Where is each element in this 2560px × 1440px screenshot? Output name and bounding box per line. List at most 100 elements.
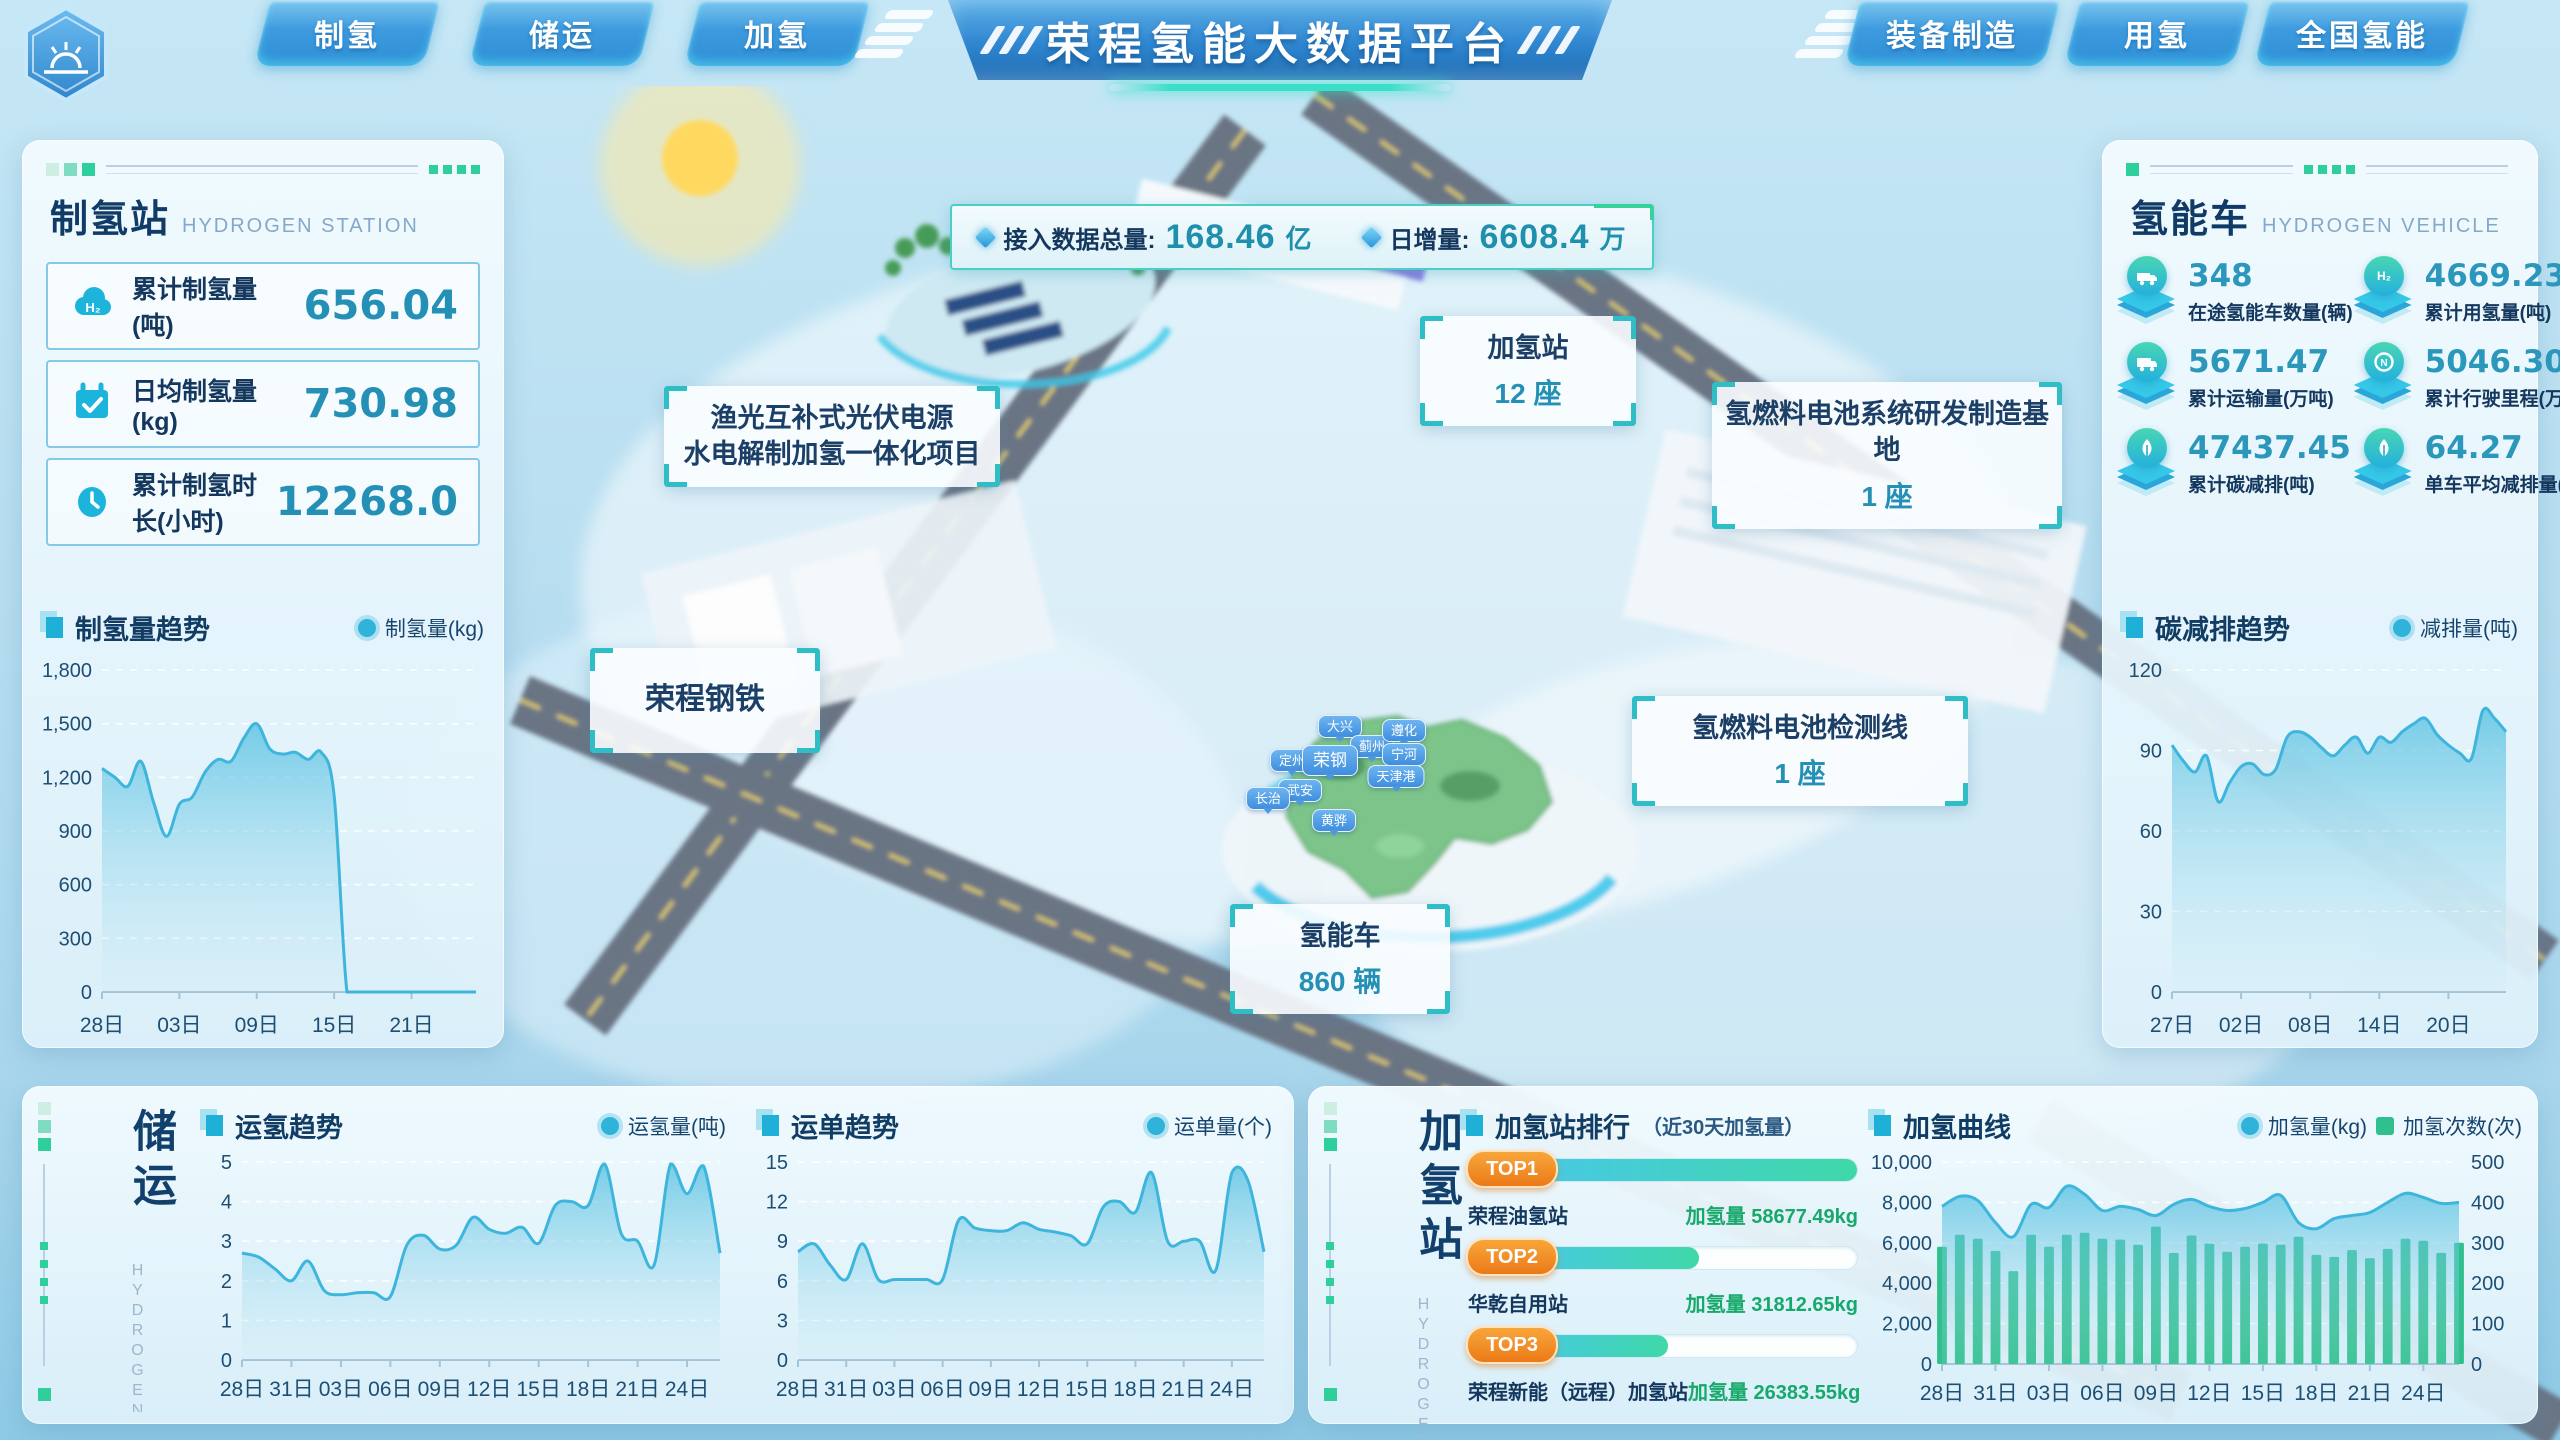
- svg-text:31日: 31日: [824, 1378, 868, 1401]
- chart-legend[interactable]: 制氢量(kg): [357, 613, 484, 643]
- svg-text:100: 100: [2471, 1314, 2504, 1336]
- ranking-header: 加氢站排行 （近30天加氢量）: [1466, 1106, 1858, 1145]
- svg-text:10,000: 10,000: [1871, 1152, 1932, 1174]
- svg-text:30: 30: [2140, 902, 2162, 924]
- stat-value: 5046.30: [2424, 344, 2560, 381]
- banner-underline: [1110, 84, 1450, 91]
- tag-text: 氢燃料电池检测线: [1692, 713, 1908, 743]
- svg-text:03日: 03日: [872, 1378, 916, 1401]
- svg-text:90: 90: [2140, 741, 2162, 763]
- page-title: 荣程氢能大数据平台: [1046, 20, 1514, 69]
- tab-hydrogen-usage[interactable]: 用氢: [2063, 0, 2251, 66]
- svg-text:06日: 06日: [2080, 1382, 2124, 1405]
- legend-dot-icon: [601, 1116, 619, 1135]
- svg-text:0: 0: [2151, 982, 2162, 1004]
- stairs-decoration: [846, 10, 936, 72]
- svg-text:21日: 21日: [2348, 1382, 2392, 1405]
- chart-bullet-icon: [1466, 1115, 1483, 1136]
- svg-text:18日: 18日: [566, 1378, 610, 1401]
- tag-value: 1 座: [1861, 480, 1913, 512]
- svg-text:21日: 21日: [389, 1014, 433, 1037]
- stat-vehicles-on-road: 348 在途氢能车数量(辆): [2116, 256, 2353, 328]
- svg-text:28日: 28日: [80, 1014, 124, 1037]
- diamond-icon: [1361, 226, 1383, 248]
- chart-header: 运单趋势 运单量(个): [762, 1106, 1272, 1145]
- ranking-row[interactable]: TOP3 荣程新能（远程）加氢站 加氢量 26383.55kg: [1466, 1326, 1860, 1420]
- leaf-icon: [2116, 428, 2178, 500]
- svg-text:24日: 24日: [1210, 1378, 1254, 1401]
- stat-production-hours: 累计制氢时长(小时) 12268.0: [46, 458, 480, 546]
- svg-text:300: 300: [2471, 1233, 2504, 1255]
- stat-label: 单车平均减排量(吨): [2424, 474, 2560, 496]
- chart-header: 运氢趋势 运氢量(吨): [206, 1106, 726, 1145]
- rank-bar-fill: [1513, 1247, 1699, 1269]
- chart-bullet-icon: [762, 1115, 779, 1136]
- tab-national-hydrogen[interactable]: 全国氢能: [2253, 0, 2471, 66]
- panel-decoration: [38, 1102, 52, 1406]
- panel-decoration: [2126, 162, 2514, 176]
- chart-title: 加氢曲线: [1903, 1113, 2011, 1143]
- chart-legend[interactable]: 加氢量(kg) 加氢次数(次): [2240, 1111, 2522, 1141]
- svg-text:4: 4: [221, 1192, 232, 1214]
- tab-storage-transport[interactable]: 储运: [468, 0, 656, 66]
- tab-equipment-manufacturing[interactable]: 装备制造: [1843, 0, 2061, 66]
- platform-logo-icon[interactable]: [16, 4, 116, 106]
- total-data-label: 接入数据总量:: [1003, 226, 1156, 254]
- slashes-decoration: [988, 26, 1035, 54]
- chart-header: 碳减排趋势 减排量(吨): [2126, 608, 2518, 647]
- svg-text:0: 0: [81, 982, 92, 1004]
- legend-dot-icon: [1147, 1116, 1165, 1135]
- svg-text:28日: 28日: [776, 1378, 820, 1401]
- waybill-trend-chart: 0 3 6 9 12 15 28日 31日 03日 06日 09日 12日 15日 18日 21日 24日: [754, 1148, 1282, 1408]
- svg-text:200: 200: [2471, 1273, 2504, 1295]
- chart-legend[interactable]: 运单量(个): [1147, 1111, 1272, 1141]
- chart-title: 制氢量趋势: [75, 615, 210, 645]
- svg-text:21日: 21日: [615, 1378, 659, 1401]
- svg-text:06日: 06日: [920, 1378, 964, 1401]
- svg-text:4,000: 4,000: [1882, 1273, 1932, 1295]
- svg-text:24日: 24日: [665, 1378, 709, 1401]
- svg-text:300: 300: [59, 928, 92, 950]
- legend-dot-icon: [2240, 1116, 2259, 1135]
- ranking-subtitle: （近30天加氢量）: [1642, 1117, 1805, 1139]
- stat-label: 累计制氢时长(小时): [132, 472, 258, 536]
- tab-label: 制氢: [314, 20, 380, 53]
- svg-text:2,000: 2,000: [1882, 1314, 1932, 1336]
- legend-dot-icon: [357, 618, 376, 637]
- stat-value: 730.98: [303, 381, 458, 427]
- chart-legend[interactable]: 减排量(吨): [2393, 613, 2518, 643]
- tag-text: 渔光互补式光伏电源: [710, 403, 954, 433]
- leaf-icon: [2353, 428, 2415, 500]
- panel-title-cn: 制氢站: [50, 199, 171, 241]
- daily-increase-unit: 万: [1599, 223, 1626, 254]
- legend-square-icon: [2376, 1116, 2394, 1135]
- svg-text:08日: 08日: [2288, 1014, 2332, 1037]
- svg-text:15日: 15日: [2241, 1382, 2285, 1405]
- stat-label: 日均制氢量(kg): [132, 377, 258, 436]
- map-pin: 长治: [1245, 787, 1291, 810]
- map-pin: 宁河: [1381, 743, 1427, 766]
- svg-text:1,200: 1,200: [42, 767, 92, 789]
- svg-text:12: 12: [766, 1192, 788, 1214]
- ranking-row[interactable]: TOP1 荣程油氢站 加氢量 58677.49kg: [1466, 1150, 1858, 1244]
- hydrogen-transport-chart: 0 1 2 3 4 5 28日 31日 03日 06日 09日 12日 15日 18日 21日 24日: [198, 1148, 738, 1408]
- svg-text:09日: 09日: [2134, 1382, 2178, 1405]
- svg-text:6,000: 6,000: [1882, 1233, 1932, 1255]
- stat-value: 348: [2188, 258, 2253, 295]
- panel-title-cn: 储运: [126, 1108, 175, 1216]
- stat-carbon-reduction: 47437.45 累计碳减排(吨): [2116, 428, 2353, 500]
- rank-badge: TOP3: [1466, 1326, 1558, 1364]
- chart-legend[interactable]: 运氢量(吨): [601, 1111, 726, 1141]
- ranking-row[interactable]: TOP2 华乾自用站 加氢量 31812.65kg: [1466, 1238, 1858, 1332]
- stat-label: 累计碳减排(吨): [2188, 474, 2315, 496]
- data-volume-badge: 接入数据总量: 168.46 亿 日增量: 6608.4 万: [950, 204, 1654, 270]
- chart-header: 加氢曲线 加氢量(kg) 加氢次数(次): [1874, 1106, 2522, 1145]
- refueling-curve-chart: 0 2,000 4,000 6,000 8,000 10,000 0 100 200 300 400…: [1868, 1148, 2523, 1412]
- panel-decoration: [1324, 1102, 1338, 1406]
- tab-refueling[interactable]: 加氢: [683, 0, 871, 66]
- rank-bar-track: [1512, 1246, 1858, 1270]
- stat-value: 5671.47: [2188, 344, 2330, 381]
- tab-hydrogen-production[interactable]: 制氢: [253, 0, 441, 66]
- transport-truck-icon: [2116, 342, 2178, 414]
- chart-title: 运单趋势: [791, 1113, 899, 1143]
